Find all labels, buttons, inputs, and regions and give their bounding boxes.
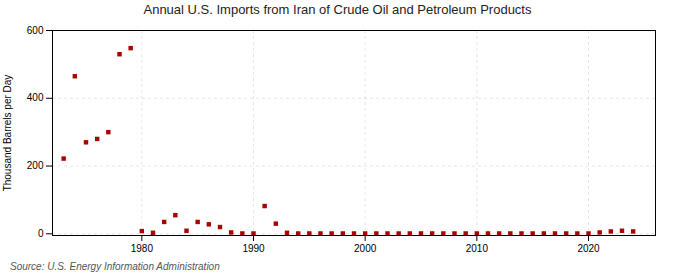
svg-text:600: 600 [27,25,44,36]
html-text:Annual U.S. Imports from Iran: Annual U.S. Imports from Iran of Crude O… [143,2,532,17]
svg-text:1990: 1990 [242,243,265,254]
svg-text:400: 400 [27,92,44,103]
svg-text:1980: 1980 [131,243,154,254]
html-text:Source: U.S. Energy Informatio: Source: U.S. Energy Information Administ… [10,261,220,272]
svg-text:0: 0 [38,228,44,239]
svg-text:2020: 2020 [577,243,600,254]
svg-text:Thousand Barrels per Day: Thousand Barrels per Day [2,75,13,192]
svg-text:2010: 2010 [466,243,489,254]
svg-text:200: 200 [27,160,44,171]
svg-text:2000: 2000 [354,243,377,254]
